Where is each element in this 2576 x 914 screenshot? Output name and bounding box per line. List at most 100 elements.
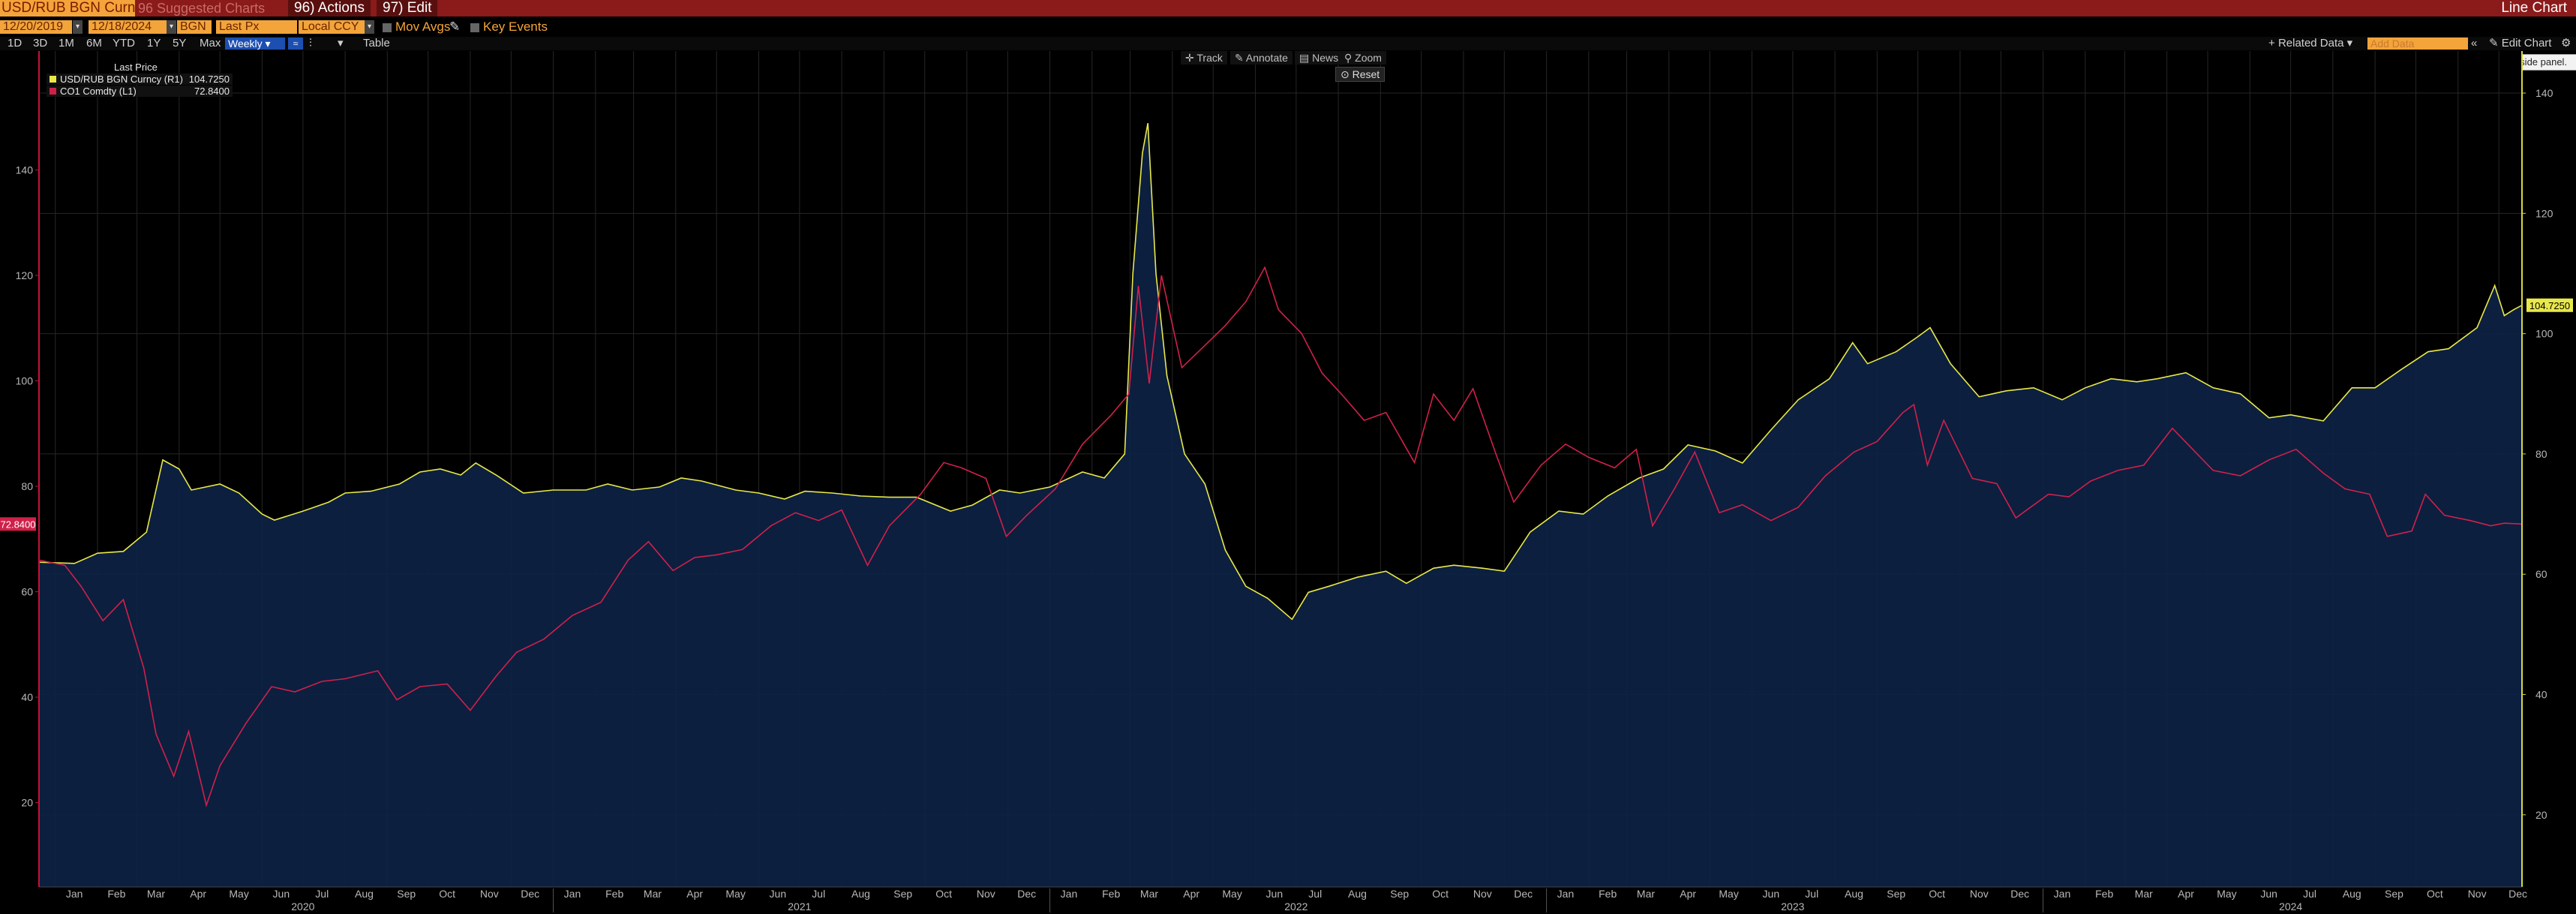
edit-chart-button[interactable]: ✎ Edit Chart (2489, 37, 2551, 50)
period-1m[interactable]: 1M (59, 37, 74, 50)
source-field[interactable]: BGN (177, 20, 212, 34)
reset-button[interactable]: ⊙ Reset (1335, 67, 1386, 82)
reset-icon: ⊙ (1341, 68, 1353, 80)
plus-icon: + (2268, 37, 2278, 50)
edit-menu[interactable]: 97) Edit (377, 0, 438, 17)
reset-label: Reset (1352, 68, 1380, 80)
bar-style-icon[interactable]: ⫶ (309, 37, 312, 50)
gear-icon[interactable]: ⚙ (2561, 37, 2571, 50)
collapse-panel-icon[interactable]: « (2471, 37, 2478, 50)
track-tool[interactable]: ✛ Track (1181, 51, 1227, 65)
magnifier-icon: ⚲ (1344, 52, 1356, 64)
x-tick-label: Sep (1887, 888, 1905, 900)
x-tick-label: Aug (355, 888, 374, 900)
legend-value: 104.7250 (188, 74, 230, 85)
currency-dropdown[interactable]: ▾ (365, 20, 374, 34)
x-tick-label: Oct (1929, 888, 1945, 900)
x-tick-label: Apr (2178, 888, 2194, 900)
legend-value: 72.8400 (194, 86, 230, 97)
key-events-label[interactable]: Key Events (483, 20, 548, 34)
x-tick-label: Oct (935, 888, 952, 900)
x-tick-label: Sep (893, 888, 912, 900)
news-tool[interactable]: ▤ News (1295, 51, 1344, 65)
left-tick-label: 120 (16, 269, 34, 281)
x-tick-label: Mar (147, 888, 165, 900)
x-tick-label: Feb (2095, 888, 2113, 900)
period-max[interactable]: Max (200, 37, 221, 50)
x-tick-label: Jul (1805, 888, 1818, 900)
add-data-input[interactable]: Add Data (2367, 38, 2468, 50)
x-tick-label: Nov (977, 888, 995, 900)
period-1d[interactable]: 1D (8, 37, 23, 50)
right-last-value: 104.7250 (2529, 300, 2570, 311)
chart-legend: Last Price USD/RUB BGN Curncy (R1) 104.7… (47, 62, 233, 98)
x-tick-label: Aug (1348, 888, 1367, 900)
legend-entry-usdrub[interactable]: USD/RUB BGN Curncy (R1) 104.7250 (47, 74, 233, 85)
pencil-icon[interactable]: ✎ (449, 20, 461, 34)
line-style-icon[interactable]: ≈ (288, 38, 303, 50)
mov-avgs-checkbox[interactable] (383, 23, 392, 32)
x-tick-label: Nov (1473, 888, 1492, 900)
table-button[interactable]: Table (363, 37, 390, 50)
x-tick-label: Sep (397, 888, 416, 900)
x-tick-label: Mar (1140, 888, 1158, 900)
field-selector[interactable]: Last Px (216, 20, 297, 34)
period-1y[interactable]: 1Y (147, 37, 161, 50)
x-tick-label: Aug (851, 888, 870, 900)
end-date-field[interactable]: 12/18/2024 (89, 20, 167, 34)
track-label: Track (1196, 52, 1223, 64)
x-tick-label: Jun (273, 888, 290, 900)
period-3d[interactable]: 3D (33, 37, 48, 50)
year-label: 2024 (2279, 900, 2302, 912)
legend-name: USD/RUB BGN Curncy (R1) (60, 74, 183, 85)
chart-settings-row (0, 17, 2576, 37)
actions-menu[interactable]: 96) Actions (288, 0, 371, 17)
more-options-dropdown[interactable]: ▾ (338, 37, 344, 50)
related-data-label: Related Data (2277, 37, 2344, 50)
left-tick-label: 60 (21, 586, 33, 598)
period-row (0, 37, 2576, 50)
edit-chart-label: Edit Chart (2501, 37, 2552, 50)
period-ytd[interactable]: YTD (113, 37, 135, 50)
currency-selector[interactable]: Local CCY (299, 20, 368, 34)
x-tick-label: Jul (812, 888, 825, 900)
x-tick-label: Sep (2385, 888, 2403, 900)
right-last-badge (2526, 298, 2573, 312)
legend-entry-co1[interactable]: CO1 Comdty (L1) 72.8400 (47, 86, 233, 97)
end-date-dropdown[interactable]: ▾ (167, 20, 176, 34)
legend-swatch (50, 88, 56, 95)
x-tick-label: Dec (1514, 888, 1533, 900)
period-5y[interactable]: 5Y (173, 37, 187, 50)
right-tick-label: 60 (2535, 568, 2547, 580)
period-6m[interactable]: 6M (86, 37, 102, 50)
x-tick-label: Nov (1970, 888, 1989, 900)
x-tick-label: May (1222, 888, 1241, 900)
x-tick-label: Jun (770, 888, 787, 900)
mov-avgs-label[interactable]: Mov Avgs (395, 20, 451, 34)
annotate-tool[interactable]: ✎ Annotate (1230, 51, 1293, 65)
x-tick-label: Jan (1557, 888, 1575, 900)
x-tick-label: Dec (2508, 888, 2527, 900)
frequency-selector[interactable]: Weekly ▾ (225, 38, 285, 50)
key-events-checkbox[interactable] (470, 23, 479, 32)
left-tick-label: 100 (16, 375, 34, 387)
x-tick-label: Feb (107, 888, 125, 900)
x-tick-label: Jun (2260, 888, 2277, 900)
left-tick-label: 20 (21, 797, 33, 809)
suggested-charts-link[interactable]: 96 Suggested Charts (138, 1, 266, 16)
x-tick-label: May (2217, 888, 2236, 900)
x-tick-label: May (229, 888, 248, 900)
ticker-field[interactable]: USD/RUB BGN Curnc (0, 0, 135, 17)
x-tick-label: Jul (315, 888, 329, 900)
news-label: News (1312, 52, 1339, 64)
year-label: 2020 (291, 900, 314, 912)
start-date-dropdown[interactable]: ▾ (73, 20, 83, 34)
zoom-tool[interactable]: ⚲ Zoom (1340, 51, 1386, 65)
related-data-button[interactable]: + Related Data ▾ (2268, 37, 2353, 50)
right-tick-label: 140 (2535, 87, 2553, 99)
x-tick-label: Apr (1680, 888, 1696, 900)
x-tick-label: Jan (1061, 888, 1078, 900)
x-tick-label: Sep (1390, 888, 1409, 900)
start-date-field[interactable]: 12/20/2019 (0, 20, 72, 34)
